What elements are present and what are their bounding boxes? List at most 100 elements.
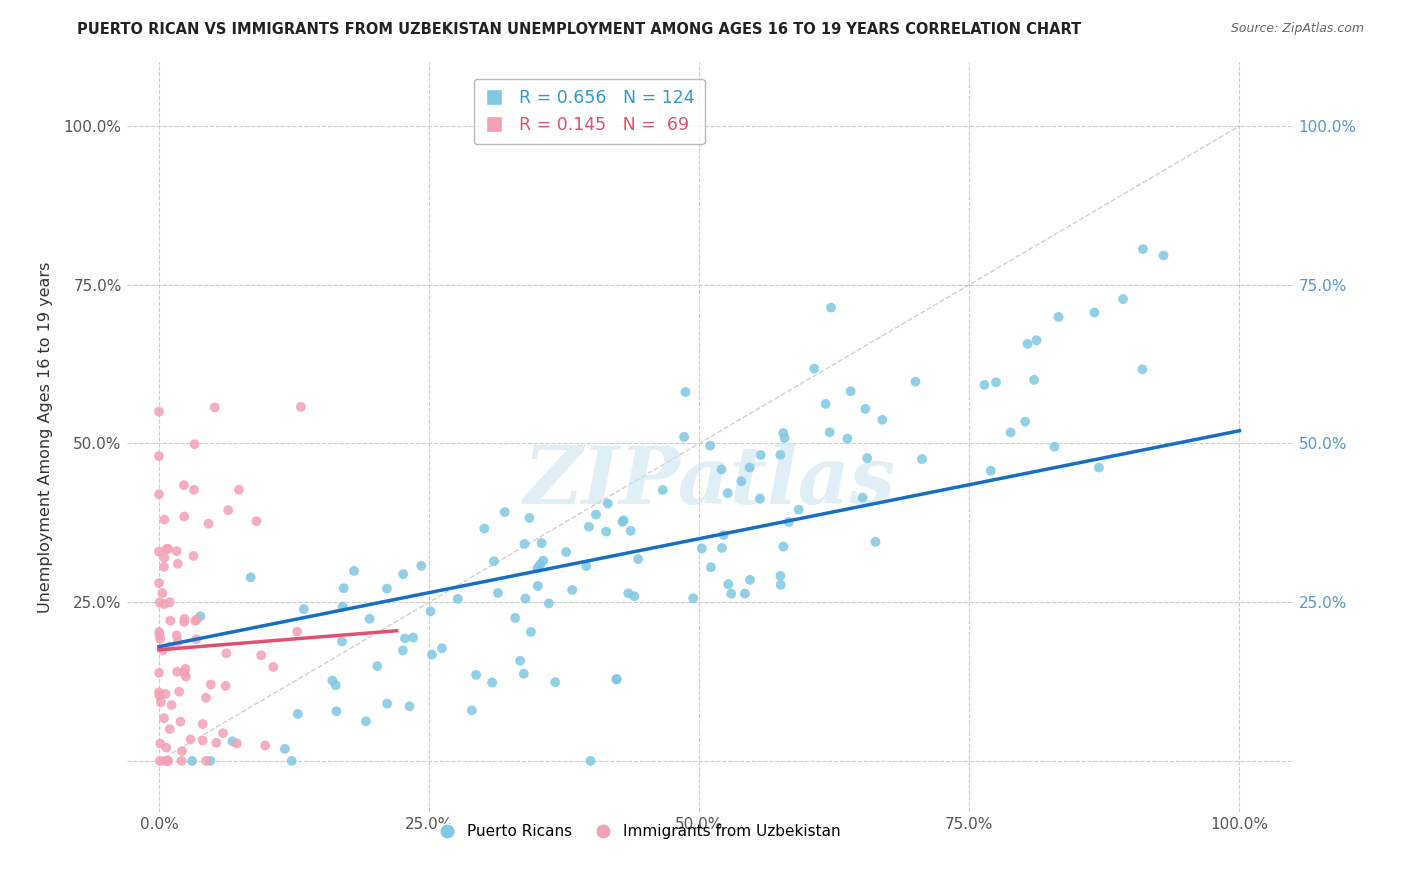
Point <box>330 634 353 648</box>
Point <box>204 401 226 415</box>
Point <box>173 612 195 626</box>
Point <box>613 513 636 527</box>
Point <box>818 425 841 440</box>
Point <box>531 553 554 567</box>
Text: PUERTO RICAN VS IMMIGRANTS FROM UZBEKISTAN UNEMPLOYMENT AMONG AGES 16 TO 19 YEAR: PUERTO RICAN VS IMMIGRANTS FROM UZBEKIST… <box>77 22 1081 37</box>
Point <box>159 614 181 628</box>
Point <box>217 503 239 517</box>
Point <box>856 451 879 466</box>
Point <box>1014 415 1036 429</box>
Point <box>191 733 214 747</box>
Point <box>325 678 347 692</box>
Point <box>170 744 193 758</box>
Point <box>596 497 619 511</box>
Point <box>1132 362 1154 376</box>
Point <box>1047 310 1070 324</box>
Point <box>160 698 183 712</box>
Point <box>749 448 772 462</box>
Point <box>214 679 236 693</box>
Point <box>420 648 443 662</box>
Point <box>1025 333 1047 347</box>
Point <box>150 586 173 600</box>
Point <box>183 483 205 497</box>
Point <box>375 697 398 711</box>
Point <box>290 400 312 414</box>
Point <box>1043 440 1066 454</box>
Point <box>911 452 934 467</box>
Point <box>699 439 721 453</box>
Point <box>472 521 495 535</box>
Point <box>156 754 179 768</box>
Point <box>354 714 377 729</box>
Point <box>984 376 1007 390</box>
Point <box>710 462 733 476</box>
Point <box>274 742 297 756</box>
Point <box>200 754 222 768</box>
Point <box>447 591 470 606</box>
Text: ZIPatlas: ZIPatlas <box>524 443 896 521</box>
Point <box>149 737 172 751</box>
Point <box>575 559 598 574</box>
Point <box>169 714 191 729</box>
Point <box>772 426 794 441</box>
Point <box>157 754 180 768</box>
Point <box>166 628 188 642</box>
Point <box>519 511 541 525</box>
Point <box>773 431 796 445</box>
Point <box>149 632 172 646</box>
Point <box>544 675 567 690</box>
Point <box>852 491 875 505</box>
Point <box>675 385 697 400</box>
Point <box>1132 242 1154 256</box>
Point <box>152 643 174 657</box>
Point <box>174 669 197 683</box>
Point <box>555 545 578 559</box>
Point <box>872 413 894 427</box>
Point <box>148 487 170 501</box>
Point <box>215 646 238 660</box>
Point <box>734 586 756 600</box>
Point <box>181 754 204 768</box>
Point <box>720 587 742 601</box>
Point <box>225 736 247 750</box>
Point <box>769 448 792 462</box>
Point <box>183 437 205 451</box>
Point <box>738 573 761 587</box>
Point <box>980 464 1002 478</box>
Point <box>173 665 195 680</box>
Point <box>465 668 488 682</box>
Point <box>411 558 433 573</box>
Point <box>494 505 516 519</box>
Point <box>749 491 772 506</box>
Point <box>166 557 188 571</box>
Point <box>772 540 794 554</box>
Point <box>280 754 302 768</box>
Point <box>620 524 643 538</box>
Point <box>366 659 388 673</box>
Point <box>1112 292 1135 306</box>
Point <box>325 704 347 718</box>
Point <box>200 677 222 691</box>
Point <box>148 405 170 419</box>
Y-axis label: Unemployment Among Ages 16 to 19 years: Unemployment Among Ages 16 to 19 years <box>38 261 52 613</box>
Point <box>579 754 602 768</box>
Point <box>627 552 650 566</box>
Point <box>148 576 170 591</box>
Point <box>159 722 181 736</box>
Point <box>1000 425 1022 440</box>
Point <box>197 516 219 531</box>
Point <box>430 641 453 656</box>
Point <box>1024 373 1046 387</box>
Point <box>738 460 761 475</box>
Point <box>769 578 792 592</box>
Point <box>153 560 176 574</box>
Point <box>503 611 526 625</box>
Point <box>155 541 177 556</box>
Point <box>612 515 634 529</box>
Point <box>153 754 176 768</box>
Point <box>710 541 733 555</box>
Point <box>973 377 995 392</box>
Point <box>191 717 214 731</box>
Point <box>205 736 228 750</box>
Point <box>186 613 208 627</box>
